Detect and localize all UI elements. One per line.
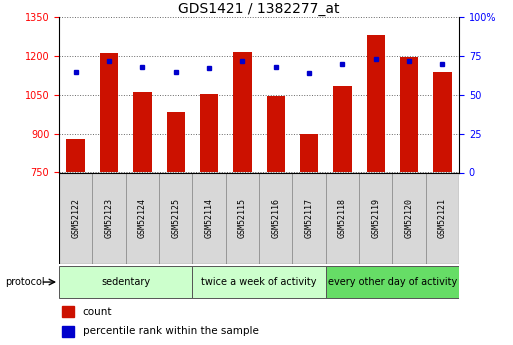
Text: protocol: protocol [5,277,45,287]
Bar [333,86,351,172]
Text: every other day of activity: every other day of activity [328,277,457,287]
Bar [200,93,218,172]
Bar [67,139,85,172]
Text: GSM52124: GSM52124 [138,198,147,238]
Bar [62,326,74,337]
Bar [233,52,251,172]
Bar [167,112,185,172]
Bar [259,172,292,264]
Text: GSM52125: GSM52125 [171,198,180,238]
Text: GSM52116: GSM52116 [271,198,280,238]
Text: GSM52123: GSM52123 [105,198,113,238]
Text: GSM52120: GSM52120 [405,198,413,238]
Bar [359,172,392,264]
Bar [392,172,426,264]
Bar [62,306,74,317]
Bar [59,266,192,298]
Text: GSM52117: GSM52117 [305,198,313,238]
Title: GDS1421 / 1382277_at: GDS1421 / 1382277_at [179,2,340,16]
Bar [367,35,385,172]
Bar [126,172,159,264]
Text: GSM52122: GSM52122 [71,198,80,238]
Bar [192,266,326,298]
Bar [100,53,118,172]
Text: GSM52114: GSM52114 [205,198,213,238]
Text: sedentary: sedentary [101,277,150,287]
Text: GSM52119: GSM52119 [371,198,380,238]
Bar [400,57,418,172]
Bar [433,71,451,172]
Text: percentile rank within the sample: percentile rank within the sample [83,326,259,336]
Bar [292,172,326,264]
Bar [326,172,359,264]
Text: twice a week of activity: twice a week of activity [201,277,317,287]
Bar [159,172,192,264]
Bar [92,172,126,264]
Text: GSM52118: GSM52118 [338,198,347,238]
Bar [226,172,259,264]
Bar [426,172,459,264]
Bar [300,134,318,172]
Bar [267,96,285,172]
Bar [133,92,151,172]
Bar [59,172,92,264]
Text: count: count [83,307,112,317]
Bar [326,266,459,298]
Bar [192,172,226,264]
Text: GSM52121: GSM52121 [438,198,447,238]
Text: GSM52115: GSM52115 [238,198,247,238]
